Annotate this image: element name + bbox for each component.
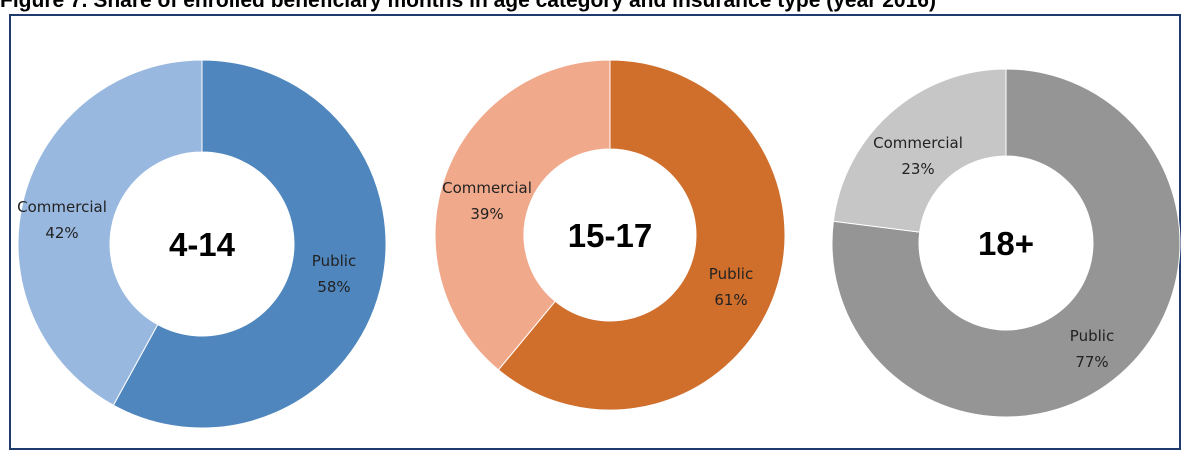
slice-label: Commercial: [442, 179, 532, 197]
donut-slice-public: [112, 59, 387, 429]
slice-label: Commercial: [873, 134, 963, 152]
slice-value-label: 58%: [317, 278, 350, 296]
slice-label: Public: [709, 265, 753, 283]
slice-value-label: 77%: [1075, 353, 1108, 371]
donut-slice-public: [497, 59, 786, 411]
donut-slice-commercial: [17, 59, 203, 406]
donut-center-label: 4-14: [169, 226, 236, 263]
donut-slice-public: [831, 68, 1181, 418]
slice-label: Public: [312, 252, 356, 270]
slice-label: Public: [1070, 327, 1114, 345]
slice-value-label: 39%: [470, 205, 503, 223]
slice-value-label: 42%: [45, 224, 78, 242]
chart-title: Figure 7. Share of enrolled beneficiary …: [0, 0, 936, 12]
slice-value-label: 23%: [901, 160, 934, 178]
slice-value-label: 61%: [714, 291, 747, 309]
donut-center-label: 15-17: [568, 217, 652, 254]
donut-center-label: 18+: [978, 225, 1034, 262]
donut-slice-commercial: [832, 68, 1007, 233]
slice-label: Commercial: [17, 198, 107, 216]
donut-slice-commercial: [434, 59, 611, 371]
